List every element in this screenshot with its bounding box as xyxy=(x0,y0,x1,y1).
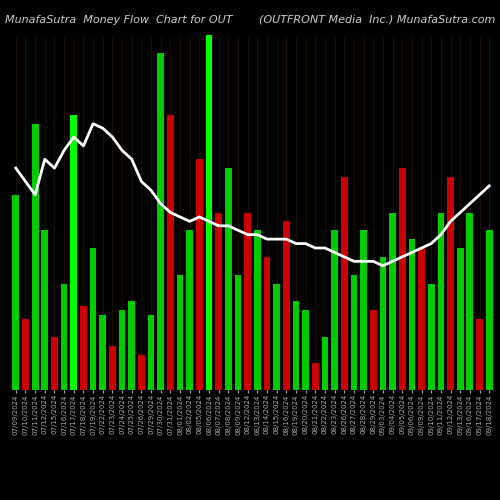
Bar xyxy=(22,319,29,390)
Bar xyxy=(225,168,232,390)
Bar xyxy=(158,52,164,390)
Bar xyxy=(418,248,425,390)
Bar xyxy=(331,230,338,390)
Bar xyxy=(486,230,492,390)
Bar xyxy=(196,159,202,390)
Bar xyxy=(80,306,87,390)
Bar xyxy=(283,222,290,390)
Text: (OUTFRONT Media  Inc.) MunafaSutra.com: (OUTFRONT Media Inc.) MunafaSutra.com xyxy=(258,15,495,25)
Bar xyxy=(254,230,260,390)
Bar xyxy=(264,257,270,390)
Bar xyxy=(12,194,19,390)
Bar xyxy=(206,35,212,390)
Bar xyxy=(399,168,406,390)
Bar xyxy=(466,212,473,390)
Bar xyxy=(60,284,68,390)
Bar xyxy=(322,337,328,390)
Text: MunafaSutra  Money Flow  Chart for OUT: MunafaSutra Money Flow Chart for OUT xyxy=(5,15,232,25)
Bar xyxy=(292,301,300,390)
Bar xyxy=(100,314,106,390)
Bar xyxy=(90,248,96,390)
Bar xyxy=(389,212,396,390)
Bar xyxy=(380,257,386,390)
Bar xyxy=(234,274,242,390)
Bar xyxy=(128,301,135,390)
Bar xyxy=(476,319,483,390)
Bar xyxy=(360,230,367,390)
Bar xyxy=(51,337,58,390)
Bar xyxy=(370,310,376,390)
Bar xyxy=(312,364,318,390)
Bar xyxy=(341,177,347,390)
Bar xyxy=(42,230,48,390)
Bar xyxy=(457,248,464,390)
Bar xyxy=(428,284,434,390)
Bar xyxy=(118,310,126,390)
Bar xyxy=(138,354,145,390)
Bar xyxy=(408,239,416,390)
Bar xyxy=(274,284,280,390)
Bar xyxy=(186,230,193,390)
Bar xyxy=(302,310,309,390)
Bar xyxy=(176,274,184,390)
Bar xyxy=(109,346,116,390)
Bar xyxy=(438,212,444,390)
Bar xyxy=(148,314,154,390)
Bar xyxy=(244,212,251,390)
Bar xyxy=(32,124,38,390)
Bar xyxy=(447,177,454,390)
Bar xyxy=(70,115,77,390)
Bar xyxy=(167,115,174,390)
Bar xyxy=(350,274,358,390)
Bar xyxy=(216,212,222,390)
